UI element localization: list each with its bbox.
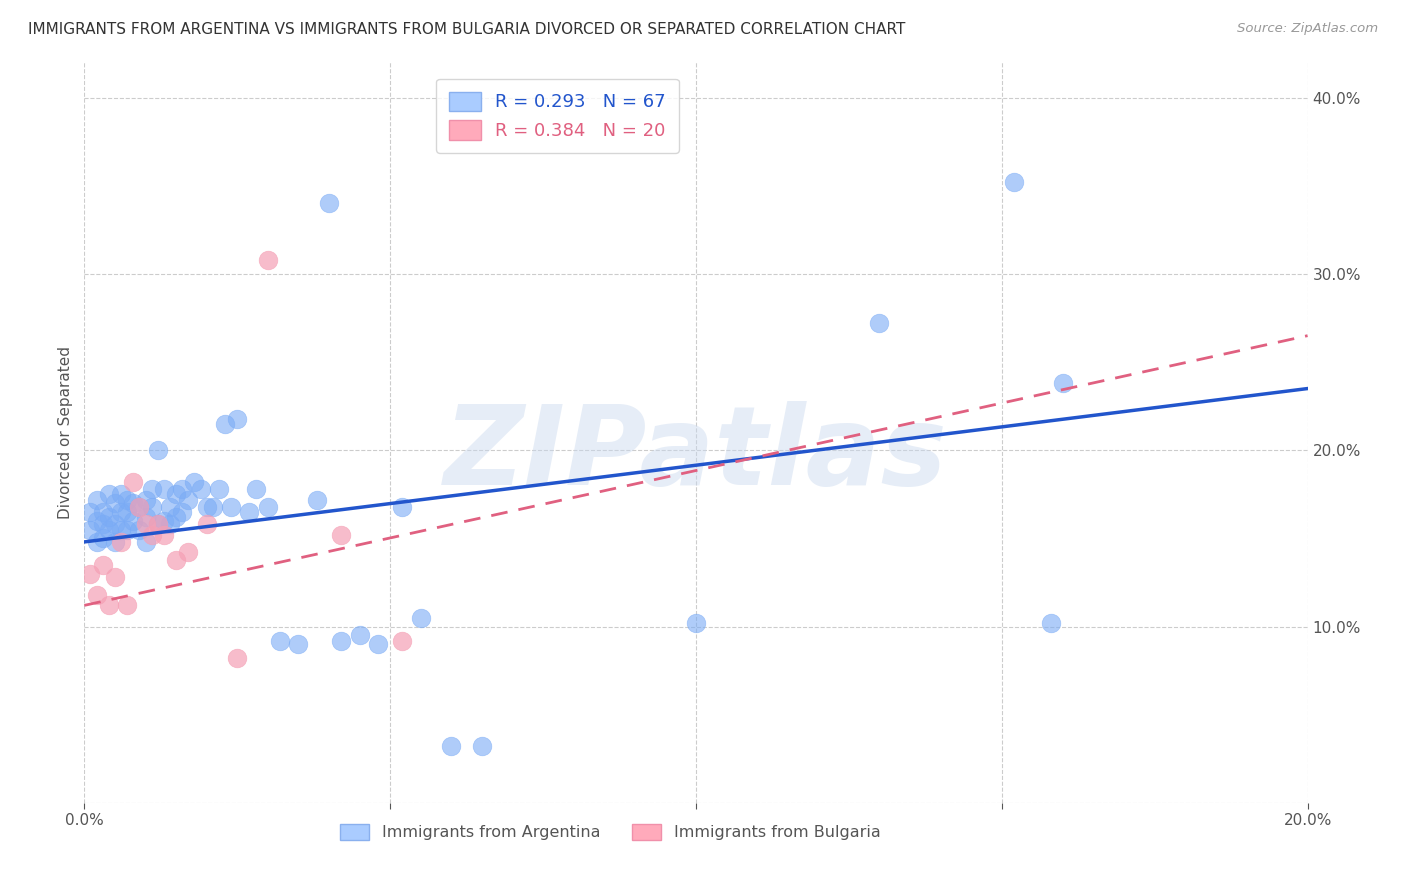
Point (104, 496, 127, 510)
Point (165, 487, 187, 501)
Point (91, 558, 114, 572)
Text: IMMIGRANTS FROM ARGENTINA VS IMMIGRANTS FROM BULGARIA DIVORCED OR SEPARATED CORR: IMMIGRANTS FROM ARGENTINA VS IMMIGRANTS … (28, 22, 905, 37)
Point (97, 523, 120, 537)
Point (86, 492, 108, 507)
Point (391, 500, 413, 514)
Point (214, 417, 236, 431)
Point (79, 523, 101, 537)
Point (1039, 615, 1062, 630)
Point (172, 482, 194, 496)
Point (128, 523, 150, 537)
Point (97, 487, 120, 501)
Point (141, 500, 163, 514)
Point (201, 500, 224, 514)
Point (146, 517, 169, 532)
Point (110, 535, 132, 549)
Point (305, 492, 328, 507)
Point (177, 545, 200, 559)
Point (97, 510, 120, 524)
Point (110, 523, 132, 537)
Legend: Immigrants from Argentina, Immigrants from Bulgaria: Immigrants from Argentina, Immigrants fr… (333, 817, 887, 847)
Point (104, 517, 127, 532)
Point (159, 517, 181, 532)
Point (165, 552, 187, 566)
Point (177, 492, 200, 507)
Point (79, 566, 101, 581)
Point (226, 651, 249, 665)
Point (195, 517, 218, 532)
Point (219, 500, 242, 514)
Point (122, 514, 145, 528)
Point (685, 615, 707, 630)
Text: ZIPatlas: ZIPatlas (444, 401, 948, 508)
Point (153, 482, 176, 496)
Point (318, 196, 340, 211)
Y-axis label: Divorced or Separated: Divorced or Separated (58, 346, 73, 519)
Point (86, 514, 108, 528)
Point (1002, 175, 1025, 189)
Point (208, 482, 231, 496)
Point (135, 517, 157, 532)
Point (190, 482, 212, 496)
Point (91, 505, 114, 519)
Point (104, 570, 127, 584)
Point (159, 500, 181, 514)
Point (91, 517, 114, 532)
Point (257, 500, 280, 514)
Point (367, 637, 389, 651)
Point (141, 482, 163, 496)
Point (91, 532, 114, 546)
Point (97, 599, 120, 613)
Point (122, 475, 145, 489)
Point (153, 528, 176, 542)
Point (257, 252, 280, 267)
Point (869, 316, 891, 330)
Point (165, 510, 187, 524)
Point (115, 505, 138, 519)
Point (287, 637, 309, 651)
Point (183, 475, 205, 489)
Point (146, 443, 169, 458)
Point (122, 496, 145, 510)
Point (238, 505, 260, 519)
Point (440, 739, 463, 754)
Point (104, 535, 127, 549)
Point (135, 492, 157, 507)
Point (115, 599, 138, 613)
Point (110, 505, 132, 519)
Point (141, 528, 163, 542)
Point (115, 523, 138, 537)
Point (226, 411, 249, 425)
Point (86, 588, 108, 602)
Point (128, 500, 150, 514)
Point (269, 633, 291, 648)
Point (330, 528, 353, 542)
Point (471, 739, 494, 754)
Point (79, 505, 101, 519)
Point (153, 514, 176, 528)
Point (245, 482, 267, 496)
Point (146, 517, 169, 532)
Text: Source: ZipAtlas.com: Source: ZipAtlas.com (1237, 22, 1378, 36)
Point (135, 510, 157, 524)
Point (128, 500, 150, 514)
Point (195, 500, 218, 514)
Point (330, 633, 353, 648)
Point (1052, 376, 1074, 391)
Point (409, 610, 432, 624)
Point (86, 535, 108, 549)
Point (172, 505, 194, 519)
Point (110, 487, 132, 501)
Point (115, 492, 138, 507)
Point (391, 633, 413, 648)
Point (135, 535, 157, 549)
Point (349, 628, 371, 642)
